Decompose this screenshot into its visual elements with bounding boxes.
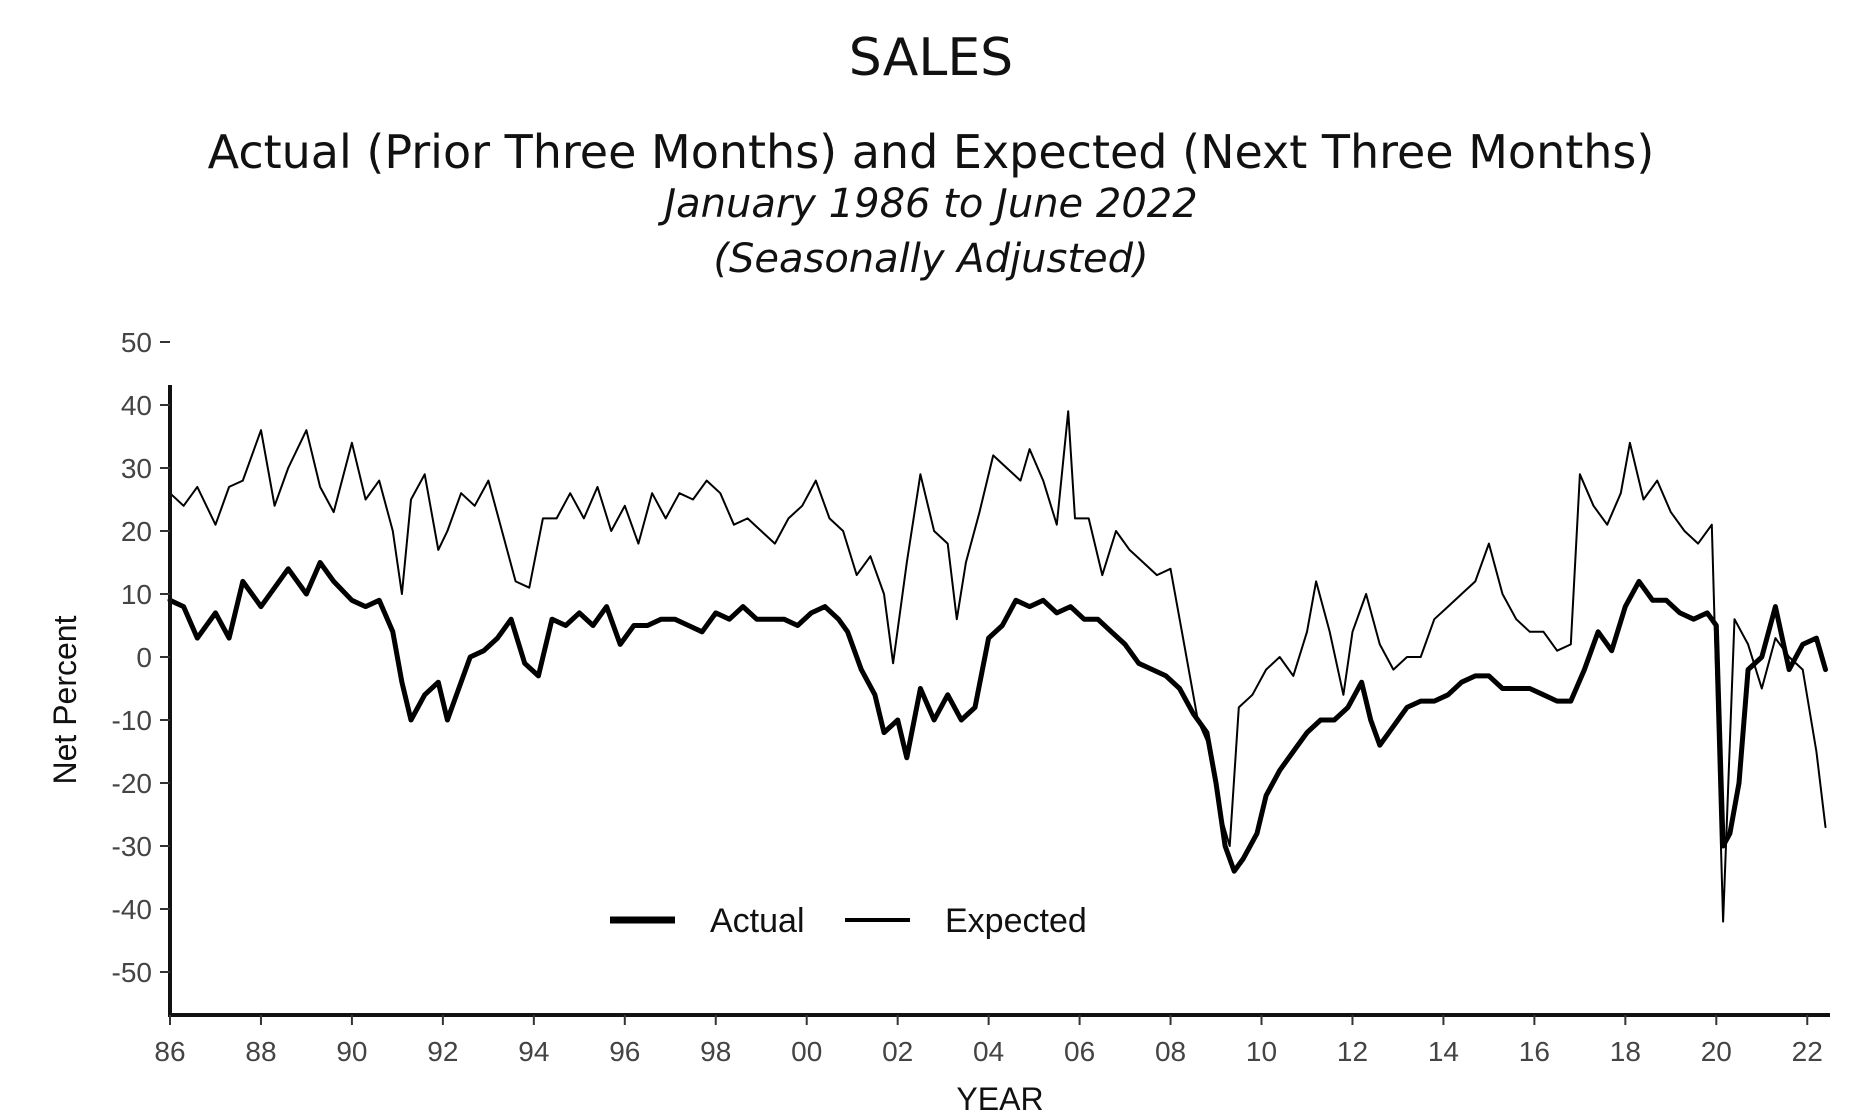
x-tick-label: 02	[882, 1036, 913, 1067]
y-axis-label: Net Percent	[47, 615, 83, 784]
x-tick-label: 22	[1792, 1036, 1823, 1067]
series-line-actual	[167, 560, 1828, 874]
chart-subtitle: Actual (Prior Three Months) and Expected…	[207, 125, 1655, 179]
y-tick-label: -30	[112, 831, 152, 862]
x-tick-label: 94	[518, 1036, 549, 1067]
y-tick-label: -20	[112, 768, 152, 799]
x-tick-label: 00	[791, 1036, 822, 1067]
x-tick-label: 86	[154, 1036, 185, 1067]
legend-label-actual: Actual	[710, 902, 805, 940]
y-tick-label: 50	[121, 327, 152, 358]
x-tick-label: 08	[1155, 1036, 1186, 1067]
y-tick-label: 0	[136, 642, 152, 673]
y-tick-label: 30	[121, 453, 152, 484]
y-tick-label: -10	[112, 705, 152, 736]
x-tick-label: 10	[1246, 1036, 1277, 1067]
x-tick-label: 20	[1701, 1036, 1732, 1067]
y-tick-label: 20	[121, 516, 152, 547]
x-tick-label: 92	[427, 1036, 458, 1067]
x-tick-label: 12	[1337, 1036, 1368, 1067]
x-tick-label: 04	[973, 1036, 1004, 1067]
x-tick-label: 06	[1064, 1036, 1095, 1067]
series-line-expected	[169, 410, 1827, 923]
chart-date-range: January 1986 to June 2022	[664, 181, 1198, 227]
x-tick-label: 96	[609, 1036, 640, 1067]
x-axis-label: YEAR	[956, 1081, 1043, 1114]
x-tick-label: 16	[1519, 1036, 1550, 1067]
x-tick-label: 14	[1428, 1036, 1459, 1067]
chart-note: (Seasonally Adjusted)	[713, 236, 1149, 282]
y-tick-label: 40	[121, 390, 152, 421]
x-tick-label: 18	[1610, 1036, 1641, 1067]
y-tick-label: -40	[112, 894, 152, 925]
x-tick-label: 88	[245, 1036, 276, 1067]
y-tick-label: -50	[112, 957, 152, 988]
chart-title: SALES	[848, 28, 1014, 88]
legend-label-expected: Expected	[945, 902, 1087, 940]
axes-layer: -50 -40 -30 -20 -10 0 10 20 30 40 50 86 88 90 92 94 96 98…	[112, 327, 1830, 1067]
x-tick-label: 90	[336, 1036, 367, 1067]
y-tick-label: 10	[121, 579, 152, 610]
series-layer	[167, 410, 1828, 923]
legend: Actual Expected	[610, 902, 1087, 940]
x-tick-label: 98	[700, 1036, 731, 1067]
